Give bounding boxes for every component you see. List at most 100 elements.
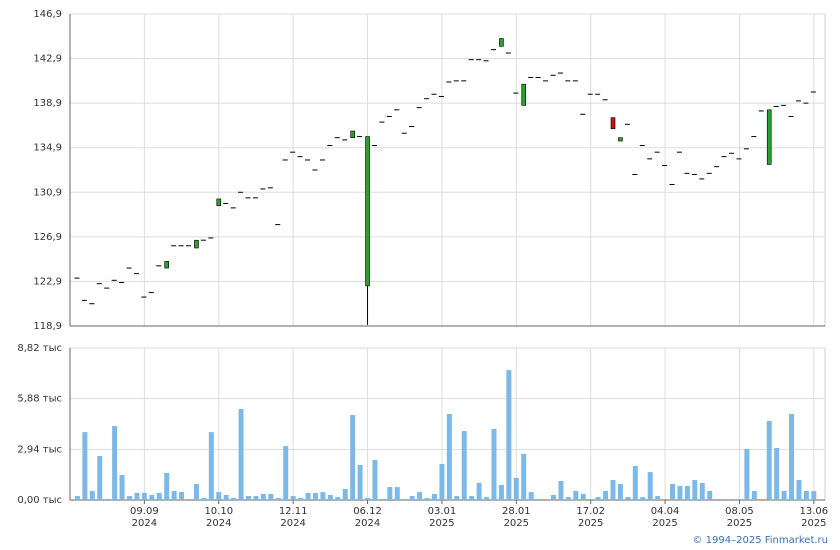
- candle-body: [610, 117, 616, 130]
- x-tick-label: 10.10 2024: [204, 506, 234, 529]
- x-tick-label: 13.06 2025: [799, 506, 829, 529]
- x-tick-label: 17.02 2025: [576, 506, 605, 529]
- volume-bar: [617, 483, 623, 500]
- y-tick-label: 8,82 тыс: [17, 343, 62, 354]
- volume-bar: [312, 492, 318, 500]
- candle-body: [216, 198, 222, 206]
- volume-bar: [268, 493, 274, 500]
- volume-bar: [305, 492, 311, 500]
- volume-bar: [707, 491, 713, 500]
- volume-bar: [766, 421, 772, 500]
- volume-bar: [402, 498, 408, 500]
- y-tick-label: 5,88 тыс: [17, 394, 62, 405]
- x-tick-label: 09.09 2024: [130, 506, 159, 529]
- y-tick-label: 122,9: [33, 276, 62, 287]
- volume-bar: [431, 493, 437, 500]
- volume-bar: [640, 497, 646, 500]
- candle-body: [499, 38, 504, 47]
- volume-bar: [476, 482, 482, 500]
- candle-body: [618, 137, 623, 142]
- volume-bar: [350, 415, 356, 500]
- volume-bar: [521, 453, 527, 500]
- volume-bar: [253, 496, 259, 500]
- volume-bar: [469, 496, 475, 500]
- volume-bar: [74, 496, 80, 500]
- volume-bar: [439, 463, 445, 500]
- volume-bar: [342, 488, 348, 500]
- plot-area: [69, 13, 826, 327]
- volume-bar: [811, 491, 817, 500]
- volume-bar: [149, 495, 155, 500]
- volume-bar: [379, 498, 385, 500]
- y-tick-label: 118,9: [33, 321, 62, 332]
- volume-bar: [97, 456, 103, 500]
- volume-bar: [565, 497, 571, 500]
- volume-bar: [231, 497, 237, 500]
- volume-bar: [394, 487, 400, 500]
- volume-bar: [550, 495, 556, 500]
- volume-bar: [193, 483, 199, 500]
- volume-bar: [134, 492, 140, 500]
- x-tick-label: 06.12 2024: [353, 506, 382, 529]
- candle-body: [521, 83, 527, 106]
- y-tick-label: 130,9: [33, 187, 62, 198]
- volume-bar: [692, 480, 698, 500]
- volume-bar: [298, 497, 304, 500]
- volume-bar: [104, 498, 110, 500]
- volume-bar: [246, 496, 252, 500]
- volume-bar: [454, 496, 460, 500]
- volume-bar: [127, 496, 133, 500]
- x-tick-label: 03.01 2025: [427, 506, 457, 529]
- volume-bar: [275, 497, 281, 500]
- volume-bar: [543, 498, 549, 500]
- volume-bar: [595, 497, 601, 500]
- volume-bar: [751, 491, 757, 500]
- volume-bar: [409, 496, 415, 500]
- volume-bar: [156, 492, 162, 500]
- x-tick-label: 28.01 2025: [501, 506, 531, 529]
- volume-bar: [781, 491, 787, 500]
- volume-bar: [736, 498, 742, 500]
- x-tick-label: 08.05 2025: [725, 506, 754, 529]
- volume-bar: [625, 497, 631, 500]
- volume-bar: [662, 498, 668, 500]
- volume-bar: [759, 498, 765, 500]
- volume-bar: [491, 428, 497, 500]
- volume-bar: [536, 498, 542, 500]
- y-tick-label: 2,94 тыс: [17, 444, 62, 455]
- x-tick-label: 04.04 2025: [650, 506, 680, 529]
- volume-bar: [335, 497, 341, 500]
- y-tick-label: 134,9: [33, 143, 62, 154]
- volume-bar: [789, 414, 795, 500]
- volume-bar: [171, 491, 177, 500]
- volume-bar: [647, 472, 653, 500]
- volume-bar: [260, 493, 266, 500]
- y-tick-label: 146,9: [33, 9, 62, 20]
- volume-bar: [588, 498, 594, 500]
- volume-bar: [238, 409, 244, 500]
- volume-bar: [655, 496, 661, 500]
- volume-bar: [558, 481, 564, 500]
- x-tick-label: 12.11 2024: [278, 506, 308, 529]
- y-tick-label: 138,9: [33, 98, 62, 109]
- copyright: © 1994–2025 Finmarket.ru: [692, 535, 828, 546]
- volume-bar: [208, 432, 214, 500]
- volume-bar: [677, 486, 683, 500]
- volume-bar: [528, 492, 534, 500]
- volume-bar: [201, 497, 207, 500]
- y-tick-label: 126,9: [33, 232, 62, 243]
- volume-bar: [513, 477, 519, 500]
- volume-bar: [603, 491, 609, 500]
- volume-bar: [372, 460, 378, 500]
- volume-bar: [461, 431, 467, 500]
- volume-bar: [290, 496, 296, 500]
- volume-bar: [417, 492, 423, 500]
- volume-bar: [424, 497, 430, 500]
- volume-bar: [112, 426, 118, 500]
- volume-bar: [699, 482, 705, 500]
- candle-body: [164, 261, 169, 269]
- volume-bar: [179, 492, 185, 500]
- volume-bar: [216, 492, 222, 500]
- volume-bar: [573, 491, 579, 500]
